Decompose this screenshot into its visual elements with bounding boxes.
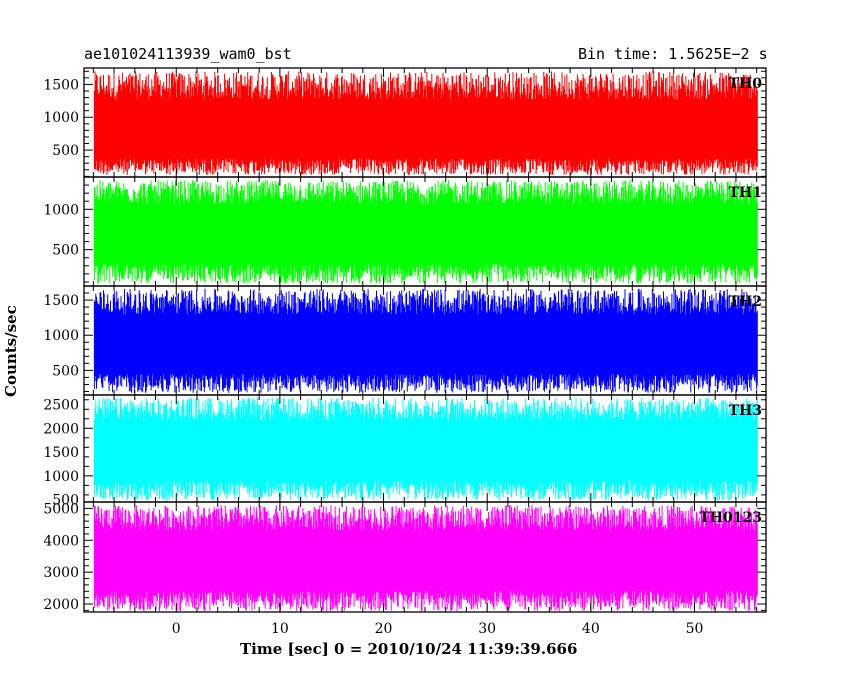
y-tick-label: 1000 bbox=[43, 328, 79, 344]
series-label-th1: TH1 bbox=[729, 185, 762, 201]
y-tick-label: 1000 bbox=[43, 469, 79, 485]
y-tick-label: 5000 bbox=[43, 501, 79, 517]
series-label-th3: TH3 bbox=[729, 403, 762, 419]
x-tick-label: 50 bbox=[686, 621, 704, 637]
series-label-th0123: TH0123 bbox=[699, 510, 762, 526]
y-tick-label: 4000 bbox=[43, 533, 79, 549]
x-tick-label: 30 bbox=[478, 621, 496, 637]
y-axis-label: Counts/sec bbox=[2, 305, 20, 397]
y-tick-label: 500 bbox=[52, 243, 79, 259]
y-tick-label: 1000 bbox=[43, 110, 79, 126]
y-tick-label: 2000 bbox=[43, 597, 79, 613]
y-tick-label: 500 bbox=[52, 363, 79, 379]
x-tick-label: 40 bbox=[582, 621, 600, 637]
y-tick-label: 500 bbox=[52, 143, 79, 159]
series-label-th2: TH2 bbox=[729, 294, 762, 310]
x-axis-label: Time [sec] 0 = 2010/10/24 11:39:39.666 bbox=[240, 640, 578, 658]
y-tick-label: 1500 bbox=[43, 445, 79, 461]
x-tick-label: 10 bbox=[271, 621, 289, 637]
bin-time-label: Bin time: 1.5625E−2 s bbox=[578, 45, 768, 63]
y-tick-label: 1000 bbox=[43, 202, 79, 218]
y-tick-label: 2500 bbox=[43, 398, 79, 414]
series-label-th0: TH0 bbox=[729, 76, 763, 92]
y-tick-label: 2000 bbox=[43, 421, 79, 437]
series-trace-th2 bbox=[93, 288, 758, 393]
y-tick-label: 3000 bbox=[43, 565, 79, 581]
x-tick-label: 20 bbox=[375, 621, 393, 637]
series-trace-th0 bbox=[93, 71, 758, 175]
series-trace-th3 bbox=[93, 397, 758, 501]
chart-title: ae101024113939_wam0_bst bbox=[84, 45, 292, 63]
series-trace-th0123 bbox=[93, 505, 758, 611]
x-tick-label: 0 bbox=[172, 621, 181, 637]
y-tick-label: 1500 bbox=[43, 293, 79, 309]
y-tick-label: 500 bbox=[52, 493, 79, 509]
series-trace-th1 bbox=[93, 180, 758, 284]
y-tick-label: 1500 bbox=[43, 77, 79, 93]
